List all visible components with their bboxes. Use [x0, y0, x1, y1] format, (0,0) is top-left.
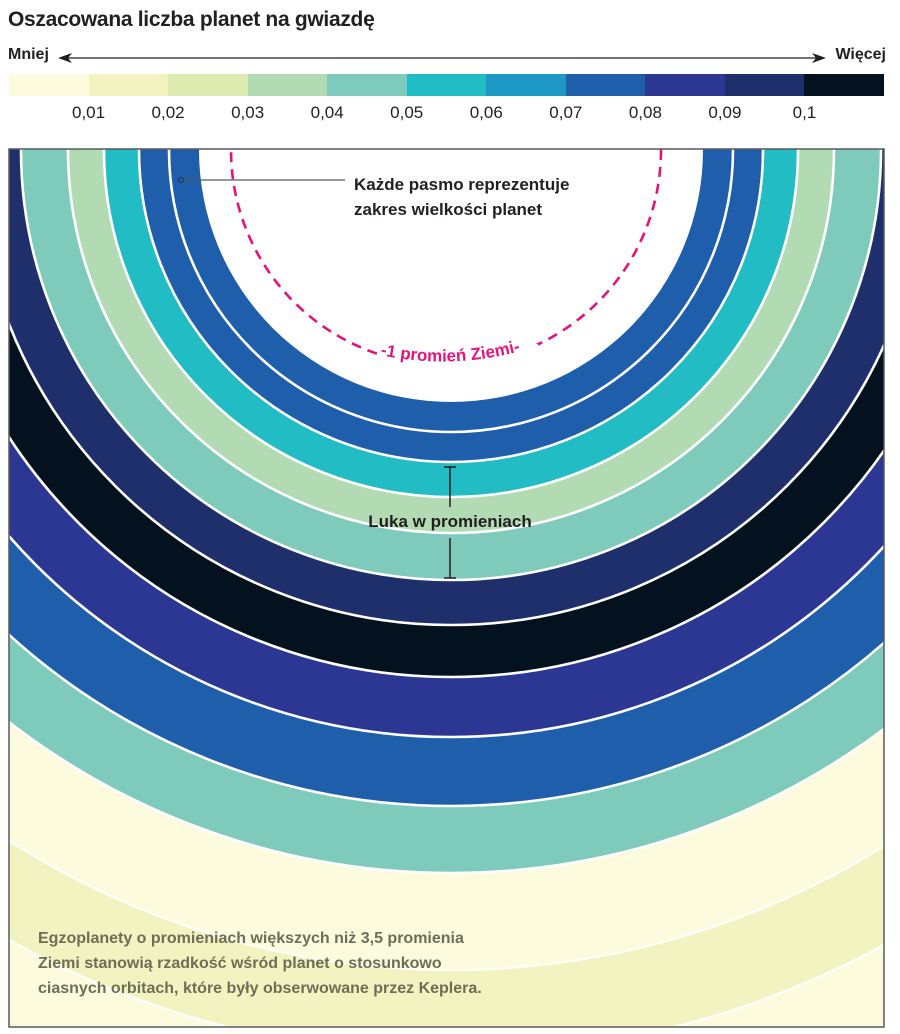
- legend-tick-label: 0,08: [628, 103, 662, 122]
- band-pointer-dot: [177, 176, 185, 184]
- inner-white-region: [199, 149, 703, 402]
- legend-tick-label: 0,06: [469, 103, 503, 122]
- band-note-line1: Każde pasmo reprezentuje: [354, 175, 569, 194]
- legend-swatch: [9, 74, 89, 96]
- legend-swatch: [327, 74, 407, 96]
- gap-label: Luka w promieniach: [368, 512, 531, 531]
- ref-label-bg: [378, 344, 538, 370]
- legend-tick-label: 0,02: [151, 103, 185, 122]
- legend-tick-label: 0,09: [708, 103, 742, 122]
- band-note-line2: zakres wielkości planet: [354, 200, 542, 219]
- legend-swatch: [565, 74, 646, 96]
- less-more-arrow: [58, 53, 826, 63]
- footnote-line-2: Ziemi stanowią rzadkość wśród planet o s…: [38, 955, 442, 972]
- legend-ticks: 0,01 0,02 0,03 0,04 0,05 0,06 0,07 0,08 0,09 0,1: [9, 103, 884, 127]
- color-legend: [9, 74, 885, 96]
- footnote-line-3: ciasnych orbitach, które były obserwowan…: [38, 980, 482, 997]
- footnote-line-1: Egzoplanety o promieniach większych niż …: [38, 930, 464, 947]
- legend-swatch: [645, 74, 725, 96]
- legend-swatch: [486, 74, 566, 96]
- legend-swatch: [168, 74, 248, 96]
- legend-swatch: [247, 74, 328, 96]
- legend-tick-label: 0,1: [792, 103, 817, 122]
- arrow-right-head: [812, 53, 826, 63]
- chart-frame: [8, 148, 885, 1028]
- legend-swatch: [88, 74, 169, 96]
- legend-tick-label: 0,03: [231, 103, 265, 122]
- legend-swatch: [804, 74, 885, 96]
- chart-title: Oszacowana liczba planet na gwiazdę: [8, 8, 375, 31]
- legend-swatch: [724, 74, 805, 96]
- earth-radius-circle: [229, 149, 663, 367]
- legend-tick-label: 0,07: [549, 103, 583, 122]
- less-label: Mniej: [8, 46, 49, 63]
- legend-tick-label: 0,05: [390, 103, 424, 122]
- more-label: Więcej: [835, 46, 886, 63]
- legend-swatch: [406, 74, 487, 96]
- legend-tick-label: 0,01: [71, 103, 106, 122]
- legend-tick-label: 0,04: [310, 103, 344, 122]
- arrow-left-head: [58, 53, 72, 63]
